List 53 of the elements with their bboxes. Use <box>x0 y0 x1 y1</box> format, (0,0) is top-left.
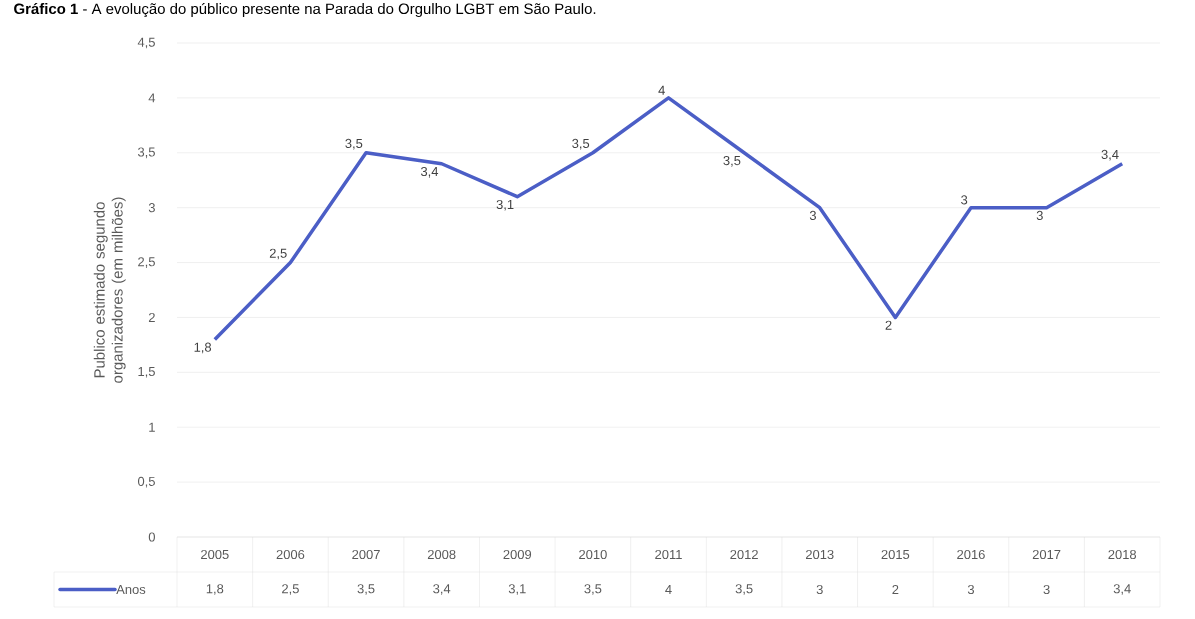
text: 1,8 <box>194 342 212 354</box>
text: 3 <box>1036 210 1043 221</box>
text: 3,5 <box>723 155 741 167</box>
x-tick-label: 2011 <box>655 549 682 560</box>
x-tick-label: 2018 <box>1108 549 1137 560</box>
text: 3,4 <box>420 166 439 178</box>
data-label: 3,5 <box>357 584 375 595</box>
text: 3 <box>809 210 816 221</box>
x-tick-label: 2005 <box>201 549 229 560</box>
y-tick-label: 2 <box>148 312 155 322</box>
y-tick-label: 0 <box>148 532 155 542</box>
x-tick-label: 2009 <box>503 549 532 560</box>
data-label: 2,5 <box>282 584 299 595</box>
data-label: 3,5 <box>735 584 753 595</box>
x-tick-label: 2013 <box>805 549 834 560</box>
data-label: 1,8 <box>206 584 224 595</box>
line-series <box>213 96 1124 342</box>
y-tick-label: 1 <box>149 422 155 432</box>
text: 2,5 <box>269 248 287 260</box>
x-tick-label: 2007 <box>352 549 380 560</box>
data-label: 3,4 <box>1113 584 1131 595</box>
y-tick-label: 3,5 <box>137 147 155 159</box>
text: 3,5 <box>345 138 363 150</box>
x-tick-label: 2017 <box>1032 549 1061 560</box>
text: 2 <box>885 320 892 330</box>
y-tick-label: 4,5 <box>137 37 155 49</box>
legend-label: Anos <box>116 584 146 595</box>
x-tick-label: 2008 <box>427 549 456 560</box>
y-axis-title: Publico estimado segundo organizadores (em milhões) <box>93 197 126 383</box>
text: 3,4 <box>1101 149 1119 161</box>
text: 3,5 <box>572 138 590 150</box>
data-label: 3,4 <box>433 584 451 595</box>
chart-title: Gráfico 1 - A evolução do público presente na Parada do Orgulho LGBT em São Paulo. <box>14 2 596 18</box>
data-label: 3 <box>967 584 975 595</box>
data-label: 3,5 <box>584 584 602 595</box>
x-tick-label: 2006 <box>276 549 305 560</box>
data-label: 3,1 <box>508 584 526 595</box>
x-tick-label: 2015 <box>881 549 910 560</box>
text: 3 <box>961 195 968 205</box>
y-tick-label: 1,5 <box>138 367 155 378</box>
data-label: 3 <box>816 584 823 595</box>
data-label: 2 <box>892 584 899 595</box>
y-tick-label: 0,5 <box>137 476 155 488</box>
x-tick-label: 2016 <box>957 549 985 560</box>
data-label: 3 <box>1043 584 1050 595</box>
y-tick-label: 3 <box>148 203 155 213</box>
text: 4 <box>658 85 665 95</box>
data-label: 4 <box>665 585 672 594</box>
x-tick-label: 2012 <box>730 549 758 560</box>
y-tick-label: 2,5 <box>138 257 155 268</box>
y-tick-label: 4 <box>148 93 156 103</box>
text: 3,1 <box>496 199 514 211</box>
x-tick-label: 2010 <box>579 549 607 560</box>
